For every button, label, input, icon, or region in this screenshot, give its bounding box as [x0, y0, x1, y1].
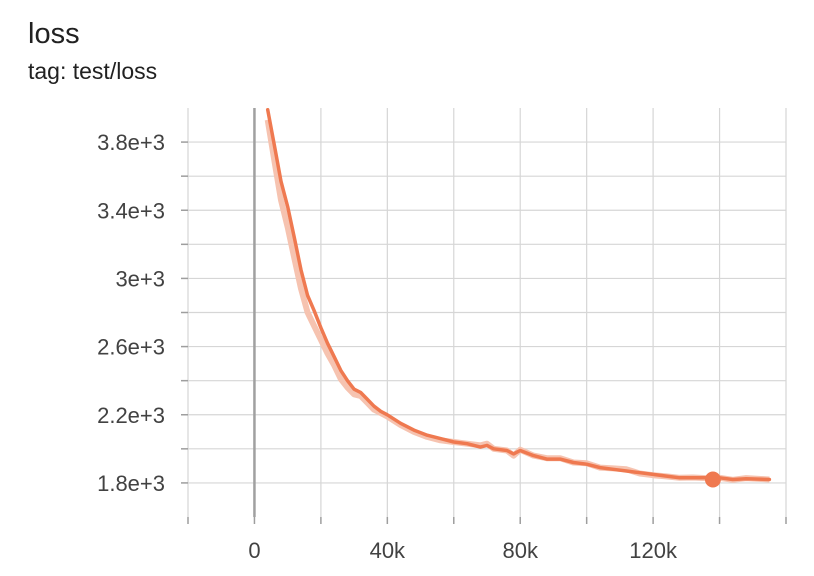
x-tick-label: 80k — [502, 538, 538, 563]
y-tick-label: 3.4e+3 — [97, 198, 165, 223]
smoothed-series-line — [265, 108, 772, 482]
highlight-point[interactable] — [704, 471, 721, 488]
y-tick-label: 2.6e+3 — [97, 335, 165, 360]
raw-series-line — [264, 119, 770, 483]
y-tick-label: 3.8e+3 — [97, 130, 165, 155]
y-tick-label: 1.8e+3 — [97, 471, 165, 496]
x-tick-label: 40k — [370, 538, 406, 563]
chart-title: loss — [28, 18, 80, 50]
x-tick-label: 120k — [629, 538, 678, 563]
y-tick-label: 2.2e+3 — [97, 403, 165, 428]
y-tick-label: 3e+3 — [115, 266, 165, 291]
chart-subtitle: tag: test/loss — [28, 58, 158, 84]
x-tick-label: 0 — [248, 538, 260, 563]
